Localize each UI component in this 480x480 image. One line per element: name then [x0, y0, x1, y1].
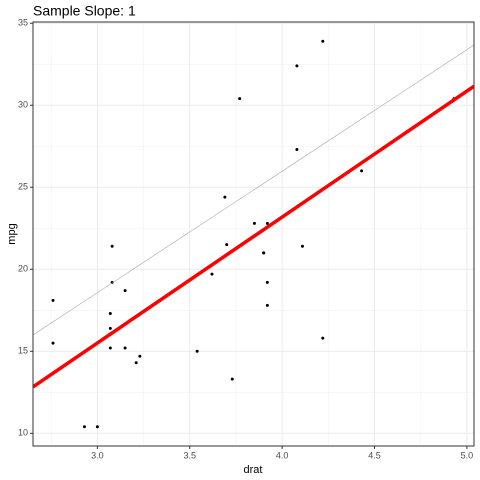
- point: [262, 251, 266, 255]
- y-axis-label: mpg: [6, 223, 18, 244]
- y-tick-label: 15: [18, 346, 28, 356]
- plot-background: [33, 22, 474, 446]
- point: [321, 336, 325, 340]
- point: [108, 326, 112, 330]
- point: [108, 312, 112, 316]
- point: [265, 303, 269, 307]
- chart-title: Sample Slope: 1: [33, 3, 136, 19]
- point: [82, 425, 86, 429]
- x-tick-label: 4.0: [276, 450, 289, 460]
- x-tick-label: 4.5: [368, 450, 381, 460]
- point: [51, 341, 55, 345]
- point: [230, 377, 234, 381]
- point: [95, 425, 99, 429]
- line: [33, 84, 474, 389]
- point: [123, 289, 127, 293]
- x-tick-label: 3.5: [184, 450, 197, 460]
- point: [238, 97, 242, 101]
- point: [123, 346, 127, 350]
- line: [33, 44, 474, 336]
- point: [138, 354, 142, 358]
- point: [265, 280, 269, 284]
- point: [295, 148, 299, 152]
- y-tick-label: 30: [18, 100, 28, 110]
- x-tick-label: 3.0: [91, 450, 104, 460]
- y-tick-label: 35: [18, 18, 28, 28]
- point: [134, 361, 138, 365]
- plot-border: [32, 21, 475, 447]
- point: [210, 272, 214, 276]
- point: [195, 349, 199, 353]
- y-tick-label: 20: [18, 264, 28, 274]
- point: [51, 298, 55, 302]
- point: [108, 346, 112, 350]
- point: [300, 244, 304, 248]
- x-axis-label: drat: [244, 464, 263, 476]
- y-tick-label: 25: [18, 182, 28, 192]
- point: [223, 195, 227, 199]
- x-tick-label: 5.0: [461, 450, 474, 460]
- point: [110, 244, 114, 248]
- point: [360, 169, 364, 173]
- y-tick-label: 10: [18, 428, 28, 438]
- point: [225, 243, 229, 247]
- point: [321, 39, 325, 43]
- point: [265, 221, 269, 225]
- point: [252, 221, 256, 225]
- point: [295, 64, 299, 68]
